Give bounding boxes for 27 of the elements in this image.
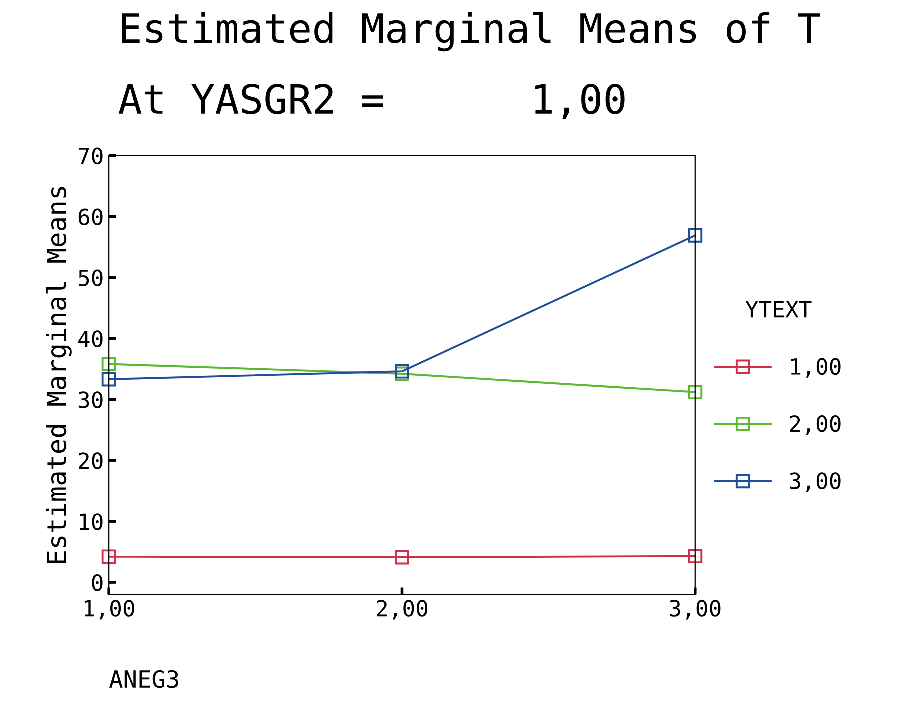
point xyxy=(395,550,410,565)
chart-subtitle: At YASGR2 = 1,00 xyxy=(118,84,625,120)
x-tick-label: 3,00 xyxy=(670,600,721,620)
y-tick-label: 20 xyxy=(79,452,103,470)
legend-title: YTEXT xyxy=(746,301,812,318)
point xyxy=(102,372,116,387)
y-tick-label: 70 xyxy=(78,148,103,165)
y-tick-label: 30 xyxy=(78,392,103,408)
legend-label: 2,00 xyxy=(790,415,841,436)
y-tick-label: 50 xyxy=(79,270,103,287)
x-tick-label: 1,00 xyxy=(84,600,134,620)
y-tick-label: 40 xyxy=(78,330,103,348)
legend-label: 3,00 xyxy=(790,472,841,492)
point xyxy=(395,364,410,379)
point xyxy=(688,228,703,243)
y-axis-title: Estimated Marginal Means xyxy=(46,187,72,564)
x-tick-label: 2,00 xyxy=(377,600,428,620)
point xyxy=(688,385,703,400)
point xyxy=(102,357,116,372)
x-axis-title: ANEG3 xyxy=(110,670,178,688)
point xyxy=(688,549,703,564)
y-tick-label: 0 xyxy=(92,574,103,592)
y-tick-label: 10 xyxy=(80,514,103,530)
point xyxy=(102,550,116,564)
chart-title: Estimated Marginal Means of T xyxy=(122,12,820,52)
y-tick-label: 60 xyxy=(78,208,103,226)
legend-label: 1,00 xyxy=(791,358,841,378)
